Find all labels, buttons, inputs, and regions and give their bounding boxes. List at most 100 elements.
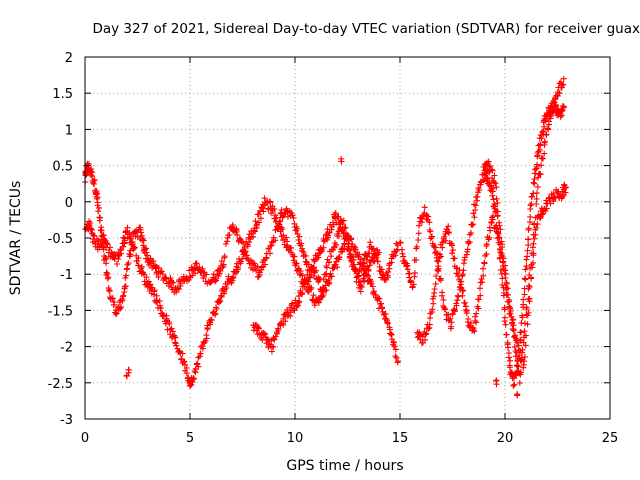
data-point: [115, 256, 122, 262]
data-point: [289, 212, 296, 219]
data-point: [125, 260, 132, 267]
data-point: [416, 222, 422, 229]
data-point: [94, 194, 101, 201]
data-point: [546, 121, 552, 128]
data-point: [531, 180, 538, 187]
data-point: [210, 271, 217, 278]
data-point: [451, 255, 458, 262]
data-point: [350, 256, 357, 263]
data-point: [289, 300, 296, 307]
data-point: [521, 285, 528, 292]
data-point: [307, 274, 314, 281]
data-point: [376, 249, 382, 256]
data-point: [540, 128, 547, 135]
data-point: [445, 229, 452, 235]
y-tick-label: 1: [65, 123, 73, 138]
data-point: [483, 251, 490, 258]
grid-lines: [85, 57, 610, 419]
data-point: [453, 270, 460, 277]
data-point: [422, 336, 428, 343]
data-point: [371, 288, 377, 295]
data-point: [348, 253, 355, 260]
data-point: [470, 210, 477, 217]
data-point: [111, 299, 118, 306]
data-point: [486, 163, 493, 170]
data-point: [242, 249, 248, 256]
data-point: [243, 252, 250, 259]
data-point: [534, 153, 541, 160]
data-point: [366, 262, 373, 269]
y-tick-label: -2.5: [48, 377, 73, 392]
data-point: [431, 286, 438, 292]
data-point: [479, 279, 486, 286]
data-point: [360, 260, 367, 267]
data-point: [536, 146, 543, 153]
data-point: [255, 325, 262, 332]
data-point: [447, 315, 454, 322]
data-point: [122, 283, 129, 290]
data-point: [482, 160, 488, 167]
data-point: [322, 282, 329, 289]
data-point: [495, 234, 502, 241]
data-point: [521, 275, 528, 282]
data-point: [510, 316, 517, 323]
data-point: [222, 241, 229, 247]
data-point: [454, 297, 461, 304]
data-point: [486, 234, 493, 241]
data-point: [496, 219, 503, 226]
data-point: [530, 179, 537, 186]
data-point: [484, 174, 491, 181]
data-point: [498, 252, 505, 258]
data-point: [429, 306, 436, 313]
data-point: [477, 285, 483, 292]
data-point: [104, 241, 111, 248]
y-tick-label: -2: [60, 341, 73, 356]
data-point: [502, 321, 509, 328]
data-point: [237, 260, 244, 267]
data-point: [270, 343, 277, 350]
data-point: [98, 227, 105, 234]
data-point: [155, 264, 162, 271]
data-point: [305, 278, 312, 285]
data-point: [472, 207, 479, 213]
data-point: [217, 292, 224, 299]
data-point: [357, 259, 364, 266]
data-point: [441, 306, 448, 313]
data-point: [89, 169, 96, 176]
data-point: [100, 232, 107, 239]
data-point: [527, 213, 534, 220]
data-point: [475, 296, 482, 303]
data-point: [172, 334, 179, 341]
data-point: [195, 363, 202, 370]
data-point: [157, 305, 164, 312]
data-point: [140, 242, 147, 249]
data-point: [455, 293, 462, 300]
data-point: [291, 220, 298, 227]
data-point: [258, 267, 265, 273]
data-point: [553, 101, 560, 108]
data-point: [449, 250, 456, 257]
data-point: [430, 300, 437, 307]
data-point: [504, 341, 511, 348]
data-point: [295, 237, 302, 243]
data-point: [202, 338, 209, 344]
data-point: [128, 233, 135, 240]
data-point: [296, 298, 303, 305]
data-point: [554, 189, 561, 196]
data-point: [525, 225, 532, 232]
data-point: [556, 90, 563, 97]
data-point: [542, 138, 548, 145]
data-point: [432, 280, 439, 287]
data-point: [557, 113, 564, 120]
data-point: [239, 255, 246, 262]
data-point: [523, 263, 530, 270]
data-point: [534, 221, 541, 228]
data-point: [124, 224, 131, 231]
data-point: [216, 266, 223, 273]
data-point: [494, 213, 501, 220]
y-tick-label: -0.5: [48, 232, 73, 247]
data-point: [121, 237, 128, 244]
data-point: [107, 244, 113, 251]
data-point: [528, 193, 535, 200]
data-point: [341, 241, 348, 248]
